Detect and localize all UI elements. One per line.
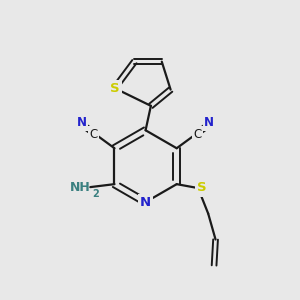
Text: N: N	[77, 116, 87, 130]
Text: C: C	[194, 128, 202, 141]
Text: 2: 2	[92, 189, 99, 199]
Text: NH: NH	[70, 181, 90, 194]
Text: S: S	[110, 82, 119, 95]
Text: C: C	[89, 128, 98, 141]
Text: S: S	[197, 182, 207, 194]
Text: N: N	[140, 196, 151, 208]
Text: N: N	[204, 116, 214, 130]
